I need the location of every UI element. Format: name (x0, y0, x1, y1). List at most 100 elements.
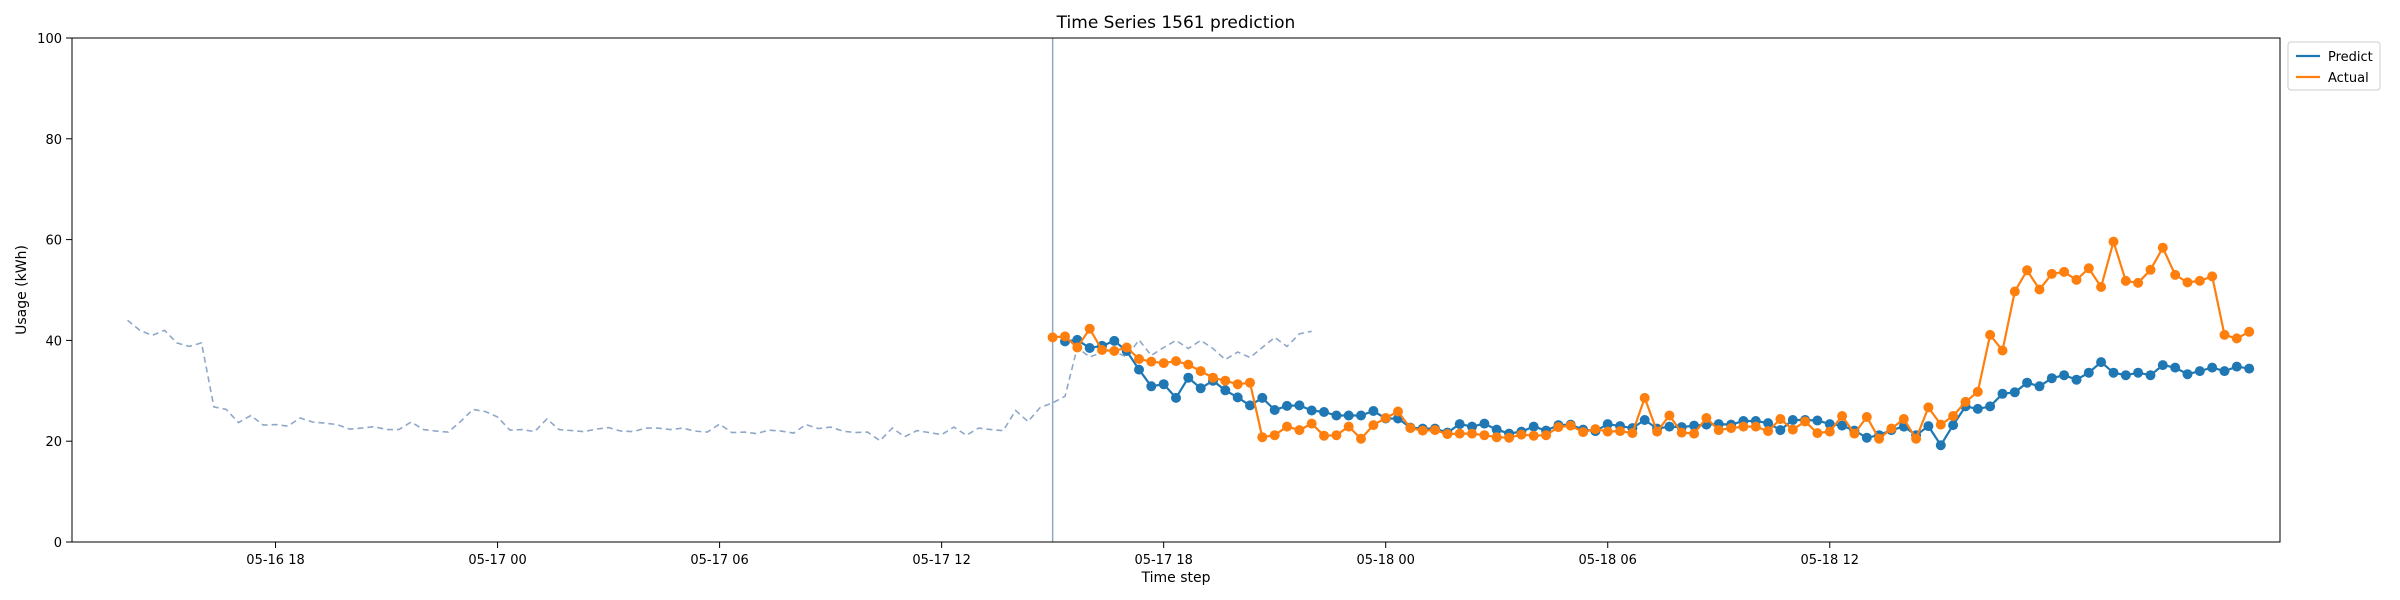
actual-point (2182, 277, 2193, 288)
predict-point (1220, 385, 1231, 396)
predict-point (1689, 420, 1700, 431)
actual-point (1676, 427, 1687, 438)
y-tick-label: 40 (45, 334, 62, 349)
predict-point (1158, 379, 1169, 390)
predict-point (2170, 362, 2181, 373)
legend: Predict Actual (2287, 41, 2381, 91)
predict-point (2157, 360, 2168, 371)
x-tick-label: 05-16 18 (246, 553, 304, 568)
predict-point (2009, 387, 2020, 398)
x-tick-label: 05-17 18 (1134, 553, 1192, 568)
actual-point (1615, 426, 1626, 437)
actual-point (1923, 402, 1934, 413)
actual-point (1886, 423, 1897, 434)
y-axis: 0 20 40 60 80 100 (37, 32, 72, 551)
actual-point (1775, 414, 1786, 424)
x-tick-label: 05-18 06 (1579, 553, 1637, 568)
actual-point (1726, 423, 1737, 434)
actual-point (2207, 271, 2218, 282)
actual-point (1713, 425, 1724, 436)
actual-point (1454, 428, 1465, 439)
actual-point (2059, 266, 2070, 277)
actual-point (1134, 354, 1144, 364)
y-axis-label: Usage (kWh) (14, 245, 30, 335)
y-tick-label: 100 (37, 32, 62, 47)
actual-point (1491, 432, 1502, 443)
predict-point (2108, 367, 2119, 378)
predict-point (2133, 367, 2144, 378)
legend-label-predict: Predict (2328, 50, 2373, 65)
actual-point (1368, 420, 1379, 431)
predict-point (2145, 370, 2156, 381)
predict-point (1972, 403, 1983, 414)
predict-point (1664, 421, 1675, 432)
y-tick-label: 60 (45, 234, 62, 249)
actual-point (1121, 342, 1132, 353)
actual-point (1960, 396, 1971, 407)
actual-point (1602, 426, 1613, 437)
predict-point (1837, 420, 1848, 431)
actual-point (2046, 268, 2057, 279)
actual-point (2244, 326, 2255, 337)
predict-point (1343, 410, 1354, 421)
actual-point (2157, 242, 2168, 253)
actual-point (1812, 428, 1823, 439)
predict-point (1602, 419, 1613, 430)
actual-point (1171, 356, 1181, 367)
predict-point (1245, 400, 1255, 411)
predict-point (1985, 401, 1996, 412)
series-actual (1047, 236, 2255, 444)
predict-point (2231, 361, 2242, 372)
predict-point (2120, 370, 2131, 381)
actual-point (1701, 413, 1712, 423)
predict-point (1331, 410, 1342, 421)
actual-point (1430, 425, 1440, 436)
actual-point (1652, 426, 1663, 437)
actual-point (1393, 406, 1403, 417)
predict-point (1134, 364, 1144, 375)
predict-point (1923, 421, 1934, 432)
predict-point (2207, 362, 2218, 373)
actual-point (1849, 428, 1860, 439)
actual-point (2133, 277, 2144, 288)
predict-point (2219, 366, 2230, 377)
y-tick-label: 80 (45, 133, 62, 148)
predict-point (2194, 366, 2205, 377)
actual-point (1109, 346, 1120, 356)
predict-point (2022, 377, 2033, 388)
actual-point (1972, 386, 1983, 397)
predict-point (1109, 335, 1120, 346)
actual-point (1800, 416, 1811, 427)
predict-point (1306, 405, 1317, 416)
predict-point (1146, 381, 1157, 392)
predict-point (2083, 367, 2094, 378)
actual-point (1689, 428, 1700, 439)
actual-point (2145, 264, 2156, 275)
predict-point (1257, 392, 1268, 403)
actual-point (1911, 433, 1922, 444)
predict-point (1491, 424, 1502, 435)
actual-point (1442, 429, 1453, 440)
actual-point (2108, 236, 2119, 247)
predict-point (1232, 392, 1243, 403)
actual-point (2096, 282, 2107, 292)
predict-point (1935, 440, 1946, 451)
predict-point (1824, 419, 1835, 430)
actual-point (1787, 424, 1798, 435)
actual-point (1417, 425, 1428, 436)
actual-point (2034, 284, 2045, 295)
actual-point (1824, 426, 1835, 437)
actual-point (1528, 430, 1539, 441)
actual-point (2083, 263, 2094, 274)
actual-point (1997, 345, 2008, 356)
predict-point (1812, 415, 1823, 426)
actual-point (1343, 421, 1354, 432)
actual-point (2170, 269, 2181, 280)
predict-point (1183, 372, 1194, 383)
actual-point (2219, 329, 2230, 340)
x-axis: 05-16 18 05-17 00 05-17 06 05-17 12 05-17 18… (246, 542, 1859, 568)
actual-point (1861, 412, 1872, 422)
actual-point (1146, 356, 1157, 367)
